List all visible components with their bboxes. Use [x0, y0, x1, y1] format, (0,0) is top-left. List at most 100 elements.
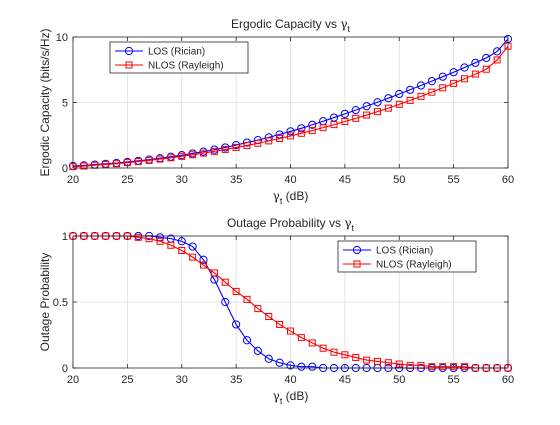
- data-point-square: [276, 320, 284, 328]
- legend-box: [109, 41, 249, 74]
- legend-marker-square: [125, 61, 133, 69]
- title-text: Outage Probability vs: [227, 216, 344, 230]
- data-point-circle: [199, 147, 208, 156]
- title-subscript: t: [352, 223, 355, 233]
- data-point-square: [461, 75, 468, 83]
- y-axis-label: Ergodic Capacity (bits/s/Hz): [38, 28, 52, 176]
- series-nlos-rayleigh: [69, 42, 512, 171]
- title-subscript: t: [348, 24, 351, 34]
- legend-label: LOS (Rician): [148, 47, 205, 58]
- data-point-circle: [177, 151, 186, 160]
- data-point-circle: [406, 85, 415, 94]
- y-tick-label: 0: [62, 363, 68, 375]
- legend: LOS (Rician) NLOS (Rayleigh): [109, 41, 249, 74]
- xlabel-subscript: t: [280, 396, 283, 406]
- data-point-square: [363, 356, 371, 364]
- data-point-square: [265, 313, 273, 321]
- data-point-square: [210, 269, 218, 277]
- data-point-square: [254, 305, 262, 313]
- data-point-square: [221, 145, 229, 153]
- x-tick-label: 60: [502, 174, 514, 186]
- x-tick-label: 55: [448, 174, 460, 186]
- data-point-square: [210, 147, 218, 155]
- x-tick-label: 60: [502, 374, 514, 386]
- data-point-circle: [373, 98, 382, 107]
- data-point-square: [200, 149, 207, 157]
- data-point-circle: [242, 138, 252, 147]
- data-point-square: [330, 348, 338, 356]
- data-point-circle: [471, 58, 480, 67]
- data-point-square: [395, 360, 403, 368]
- data-point-square: [265, 137, 273, 145]
- xlabel-gamma: γ: [273, 189, 280, 203]
- data-point-circle: [482, 53, 491, 63]
- y-tick-label: 0: [62, 163, 68, 175]
- data-point-square: [189, 151, 197, 159]
- x-tick-label: 30: [176, 174, 188, 186]
- x-tick-label: 40: [284, 174, 296, 186]
- data-point-circle: [210, 145, 219, 154]
- data-point-circle: [221, 143, 230, 152]
- data-point-circle: [308, 362, 317, 371]
- data-point-square: [80, 162, 88, 170]
- data-point-square: [384, 359, 392, 367]
- data-point-square: [287, 327, 294, 335]
- legend-label: NLOS (Rayleigh): [148, 61, 224, 72]
- title-text: Ergodic Capacity vs: [231, 17, 340, 31]
- y-tick-label: 0.5: [53, 297, 68, 309]
- series-line: [72, 45, 509, 168]
- title-gamma: γ: [340, 17, 347, 31]
- data-point-square: [145, 156, 153, 164]
- data-point-circle: [188, 149, 197, 158]
- data-point-circle: [297, 362, 306, 371]
- data-point-circle: [449, 68, 458, 77]
- data-point-circle: [395, 89, 404, 99]
- x-axis-label: γt (dB): [273, 189, 309, 206]
- xlabel-subscript: t: [280, 196, 283, 206]
- data-point-square: [102, 160, 110, 168]
- subplot-2: 20 25 30 35 40 45 50 55 60 0 0.5 1 Outage Probabilit…: [38, 216, 514, 406]
- x-tick-label: 40: [284, 374, 296, 386]
- data-point-circle: [308, 120, 317, 129]
- data-point-square: [156, 155, 164, 163]
- chart-title: Ergodic Capacity vs γt: [231, 17, 351, 34]
- series-line: [73, 235, 508, 369]
- data-point-square: [178, 152, 186, 160]
- data-point-square: [352, 353, 360, 361]
- axes-box: [72, 36, 509, 169]
- x-tick-label: 35: [230, 374, 242, 386]
- data-point-square: [308, 339, 316, 347]
- x-tick-label: 20: [67, 174, 79, 186]
- x-tick-label: 35: [230, 174, 242, 186]
- data-point-circle: [232, 140, 241, 150]
- legend-label: NLOS (Rayleigh): [376, 260, 452, 271]
- data-point-circle: [460, 63, 469, 72]
- data-point-square: [254, 139, 262, 147]
- data-point-circle: [264, 354, 273, 363]
- data-point-square: [297, 334, 305, 342]
- x-tick-label: 50: [393, 374, 405, 386]
- data-point-square: [200, 261, 207, 269]
- data-point-square: [428, 363, 436, 371]
- data-point-circle: [275, 358, 284, 367]
- data-point-circle: [340, 109, 349, 118]
- data-point-square: [308, 127, 316, 135]
- y-axis-label: Outage Probability: [38, 253, 52, 352]
- legend: LOS (Rician) NLOS (Rayleigh): [337, 240, 477, 273]
- x-tick-label: 20: [67, 374, 79, 386]
- data-point-circle: [253, 346, 262, 355]
- data-point-square: [395, 100, 403, 108]
- axes-box: [72, 235, 509, 369]
- x-tick-label: 25: [121, 174, 133, 186]
- data-point-circle: [438, 72, 447, 81]
- xlabel-gamma: γ: [273, 389, 280, 403]
- data-point-square: [167, 241, 175, 249]
- x-tick-label: 55: [448, 374, 460, 386]
- data-point-square: [243, 141, 251, 149]
- x-axis-label: γt (dB): [273, 389, 309, 406]
- x-tick-label: 45: [339, 374, 351, 386]
- data-point-square: [341, 117, 349, 125]
- data-point-square: [450, 363, 458, 371]
